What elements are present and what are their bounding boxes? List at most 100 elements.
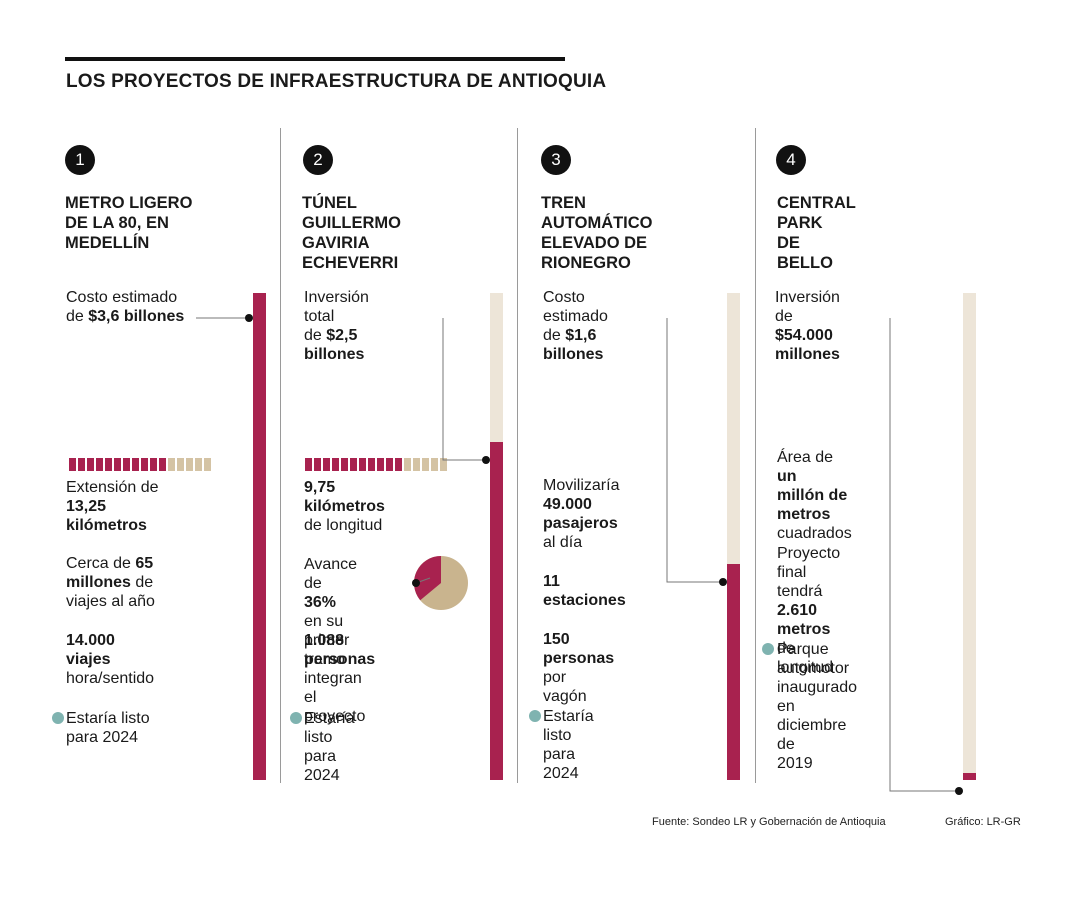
project-title: METRO LIGERO DE LA 80, EN MEDELLÍN — [65, 194, 193, 252]
km-square — [78, 458, 85, 471]
cost-pre: de — [66, 308, 89, 325]
km-square — [395, 458, 402, 471]
cost-bar-fill — [253, 293, 266, 780]
cost-bar-fill — [490, 442, 503, 780]
cost-pre: de — [543, 327, 566, 344]
km-square — [341, 458, 348, 471]
project-cost: Costo estimado de $1,6 billones — [543, 288, 608, 364]
leader-dot — [719, 578, 727, 586]
cost-bar — [490, 293, 503, 780]
project-column-3: 3 TREN AUTOMÁTICO ELEVADO DE RIONEGRO Co… — [0, 0, 740, 900]
ready-year: para 2024 — [543, 746, 579, 782]
ready-line: Estaría listo — [66, 710, 150, 727]
ready-year: para 2024 — [66, 729, 139, 746]
km-square — [377, 458, 384, 471]
cost-label: Inversión de — [775, 289, 840, 325]
park-line-3: inaugurado en — [777, 679, 858, 715]
cost-value: $54.000 millones — [775, 327, 840, 363]
km-square — [132, 458, 139, 471]
cost-bar — [963, 293, 976, 780]
project-title: TÚNEL GUILLERMO GAVIRIA ECHEVERRI — [302, 194, 401, 272]
stations-value: 11 — [543, 573, 560, 590]
km-square — [87, 458, 94, 471]
ready-bullet — [52, 712, 64, 724]
km-square — [141, 458, 148, 471]
park-line-1: Parque — [777, 641, 829, 658]
project-number: 2 — [303, 145, 333, 175]
wagon-value: 150 — [543, 631, 570, 648]
wagon-text: 150 personas por vagón — [543, 630, 614, 706]
adv-line-3: primer tramo — [304, 632, 350, 668]
len-line: de longitud — [304, 517, 383, 534]
trips-pre: Cerca de — [66, 555, 136, 572]
km-square — [422, 458, 429, 471]
trips-post: de — [130, 574, 154, 591]
column-divider — [517, 128, 518, 783]
hour-value: 14.000 — [66, 632, 115, 649]
ready-text: Estaría listo para 2024 — [304, 709, 355, 785]
adv-line: Avance de — [304, 556, 358, 592]
km-square — [159, 458, 166, 471]
trips-unit: millones — [66, 574, 131, 591]
ready-bullet — [290, 712, 302, 724]
people-post: integran — [304, 670, 362, 687]
hour-unit: viajes — [66, 651, 111, 668]
cost-bar — [253, 293, 266, 780]
leader-line — [666, 318, 723, 583]
leader-line — [442, 318, 486, 461]
mob-line-4: al día — [543, 534, 583, 551]
mob-unit: pasajeros — [543, 515, 618, 532]
hour-line: hora/sentido — [66, 670, 155, 687]
trips-text: Cerca de 65 millones de viajes al año — [66, 554, 155, 611]
stations-text: 11 estaciones — [543, 572, 626, 610]
project-cost: Costo estimado de $3,6 billones — [66, 288, 184, 326]
km-square — [359, 458, 366, 471]
project-title: CENTRAL PARK DE BELLO — [777, 194, 856, 272]
area-value-2: millón de — [777, 487, 848, 504]
ready-line: Estaría listo — [304, 710, 355, 746]
km-square — [96, 458, 103, 471]
park-bullet — [762, 643, 774, 655]
mob-value: 49.000 — [543, 496, 592, 513]
park-line-5: 2019 — [777, 755, 813, 772]
cost-bar-fill — [963, 773, 976, 780]
title-rule — [65, 57, 565, 61]
trips-line: viajes al año — [66, 593, 155, 610]
people-value: 1.088 — [304, 632, 345, 649]
people-unit: personas — [304, 651, 376, 668]
project-number: 3 — [541, 145, 571, 175]
advance-text: Avance de 36% en su primer tramo — [304, 555, 357, 669]
hourly-trips-text: 14.000 viajes hora/sentido — [66, 631, 154, 688]
km-square — [305, 458, 312, 471]
project-number: 1 — [65, 145, 95, 175]
cost-bar — [727, 293, 740, 780]
km-square — [368, 458, 375, 471]
ext-unit: kilómetros — [66, 517, 147, 534]
km-square — [114, 458, 121, 471]
people-text: 1.088 personas integran el proyecto — [304, 631, 375, 726]
source-note: Fuente: Sondeo LR y Gobernación de Antio… — [652, 816, 886, 828]
final-length-text: Proyecto final tendrá 2.610 metros de lo… — [777, 544, 840, 677]
column-divider — [280, 128, 281, 783]
trips-value: 65 — [135, 555, 154, 572]
cost-label: Inversión total — [304, 289, 369, 325]
project-title: TREN AUTOMÁTICO ELEVADO DE RIONEGRO — [541, 194, 653, 272]
km-square — [350, 458, 357, 471]
leader-dot — [482, 456, 490, 464]
project-column-4: 4 CENTRAL PARK DE BELLO Inversión de $54… — [0, 0, 976, 900]
area-text: Área de un millón de metros cuadrados — [777, 448, 852, 543]
ready-text: Estaría listo para 2024 — [66, 709, 150, 747]
area-line: cuadrados — [777, 525, 852, 542]
km-squares — [305, 458, 447, 471]
km-square — [323, 458, 330, 471]
ready-bullet — [529, 710, 541, 722]
project-column-2: 2 TÚNEL GUILLERMO GAVIRIA ECHEVERRI Inve… — [0, 0, 503, 900]
area-pre: Área de — [777, 449, 834, 466]
park-line-2: automotor — [777, 660, 850, 677]
km-square — [431, 458, 438, 471]
project-column-1: 1 METRO LIGERO DE LA 80, EN MEDELLÍN Cos… — [0, 0, 266, 900]
project-cost: Inversión de $54.000 millones — [775, 288, 840, 364]
km-square — [204, 458, 211, 471]
final-unit: metros — [777, 621, 831, 638]
km-square — [413, 458, 420, 471]
